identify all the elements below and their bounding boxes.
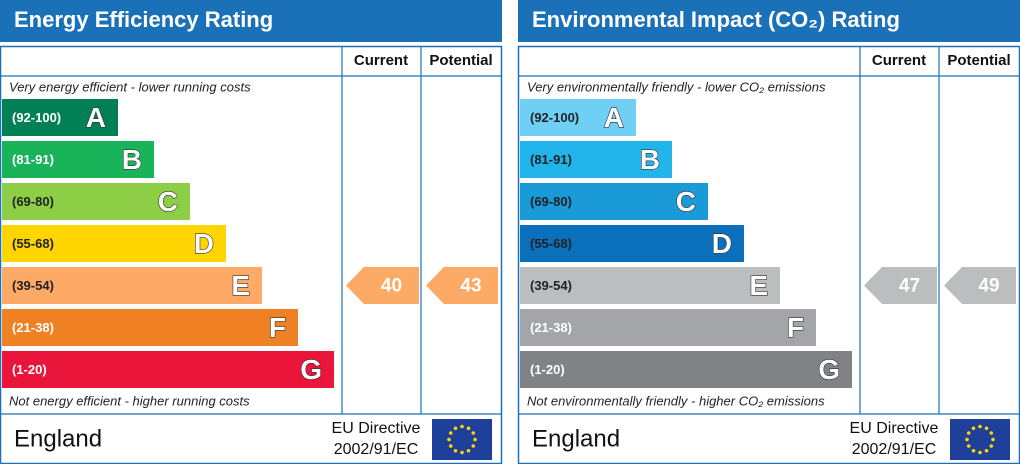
eu-star bbox=[984, 448, 989, 453]
band-range: (81-91) bbox=[530, 152, 572, 167]
eu-star bbox=[473, 437, 477, 442]
band-letter: F bbox=[269, 312, 286, 343]
rating-band bbox=[520, 99, 636, 136]
rating-band bbox=[2, 99, 118, 136]
eu-star bbox=[965, 437, 969, 442]
rating-value: 43 bbox=[460, 276, 481, 297]
rating-arrow bbox=[426, 267, 498, 304]
header-bar bbox=[0, 0, 502, 42]
rating-arrow bbox=[864, 267, 937, 304]
footer-directive: EU Directive bbox=[332, 420, 421, 437]
footer-directive: 2002/91/EC bbox=[852, 441, 937, 458]
eu-star bbox=[471, 431, 476, 435]
eu-star bbox=[966, 444, 971, 448]
panel-title: Energy Efficiency Rating bbox=[14, 7, 273, 32]
band-range: (21-38) bbox=[12, 320, 54, 335]
band-letter: G bbox=[818, 354, 840, 385]
panel-title: Environmental Impact (CO₂) Rating bbox=[532, 7, 900, 32]
footer-directive: 2002/91/EC bbox=[334, 441, 419, 458]
eu-star bbox=[978, 424, 982, 429]
rating-band bbox=[520, 225, 744, 262]
band-letter: B bbox=[640, 144, 660, 175]
eu-star bbox=[971, 426, 976, 431]
eu-star bbox=[989, 431, 994, 435]
rating-band bbox=[2, 267, 262, 304]
band-range: (39-54) bbox=[530, 278, 572, 293]
eu-star bbox=[448, 444, 453, 448]
band-letter: D bbox=[194, 228, 214, 259]
eu-star bbox=[471, 444, 476, 448]
column-header: Potential bbox=[947, 52, 1010, 69]
footer-country: England bbox=[532, 425, 620, 452]
eu-star bbox=[466, 426, 471, 431]
band-range: (1-20) bbox=[530, 362, 565, 377]
eu-star bbox=[966, 431, 971, 435]
band-range: (55-68) bbox=[530, 236, 572, 251]
eu-star bbox=[978, 450, 982, 455]
rating-value: 49 bbox=[978, 276, 999, 297]
rating-arrow bbox=[346, 267, 419, 304]
band-letter: F bbox=[787, 312, 804, 343]
band-range: (92-100) bbox=[530, 110, 579, 125]
rating-band bbox=[520, 309, 816, 346]
rating-band bbox=[520, 183, 708, 220]
eu-star bbox=[453, 426, 458, 431]
bottom-note: Not energy efficient - higher running co… bbox=[9, 393, 250, 408]
eu-star bbox=[447, 437, 451, 442]
rating-band bbox=[2, 309, 298, 346]
band-letter: A bbox=[604, 102, 624, 133]
eu-star bbox=[460, 424, 464, 429]
band-letter: C bbox=[676, 186, 696, 217]
eu-star bbox=[984, 426, 989, 431]
eu-star bbox=[971, 448, 976, 453]
band-range: (69-80) bbox=[12, 194, 54, 209]
eu-star bbox=[460, 450, 464, 455]
rating-band bbox=[520, 267, 780, 304]
band-range: (92-100) bbox=[12, 110, 61, 125]
band-range: (55-68) bbox=[12, 236, 54, 251]
column-header: Potential bbox=[429, 52, 492, 69]
band-range: (21-38) bbox=[530, 320, 572, 335]
band-range: (69-80) bbox=[530, 194, 572, 209]
rating-band bbox=[520, 351, 852, 388]
top-note: Very energy efficient - lower running co… bbox=[9, 79, 251, 94]
eu-star bbox=[453, 448, 458, 453]
eu-star bbox=[989, 444, 994, 448]
footer-country: England bbox=[14, 425, 102, 452]
band-range: (39-54) bbox=[12, 278, 54, 293]
bottom-note: Not environmentally friendly - higher CO… bbox=[527, 393, 825, 408]
eu-star bbox=[991, 437, 995, 442]
eu-star bbox=[448, 431, 453, 435]
band-letter: E bbox=[231, 270, 250, 301]
band-letter: G bbox=[300, 354, 322, 385]
band-range: (81-91) bbox=[12, 152, 54, 167]
rating-band bbox=[2, 225, 226, 262]
column-header: Current bbox=[872, 52, 926, 69]
top-note: Very environmentally friendly - lower CO… bbox=[527, 79, 826, 94]
band-range: (1-20) bbox=[12, 362, 47, 377]
band-letter: B bbox=[122, 144, 142, 175]
rating-band bbox=[2, 141, 154, 178]
band-letter: D bbox=[712, 228, 732, 259]
rating-band bbox=[2, 183, 190, 220]
rating-band bbox=[520, 141, 672, 178]
band-letter: A bbox=[86, 102, 106, 133]
rating-arrow bbox=[944, 267, 1016, 304]
band-letter: C bbox=[158, 186, 178, 217]
column-header: Current bbox=[354, 52, 408, 69]
rating-value: 47 bbox=[899, 276, 920, 297]
header-bar bbox=[518, 0, 1020, 42]
rating-value: 40 bbox=[381, 276, 402, 297]
band-letter: E bbox=[749, 270, 768, 301]
footer-directive: EU Directive bbox=[850, 420, 939, 437]
eu-star bbox=[466, 448, 471, 453]
rating-band bbox=[2, 351, 334, 388]
